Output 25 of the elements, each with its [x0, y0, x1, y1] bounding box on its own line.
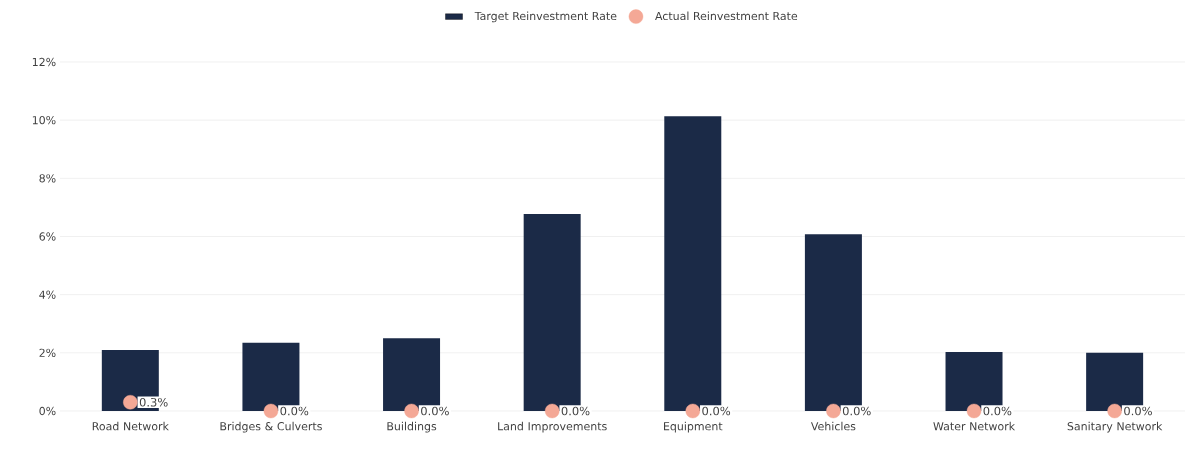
- x-tick-label: Land Improvements: [498, 421, 607, 433]
- data-label: 0.3%: [139, 397, 168, 407]
- x-tick-label: Road Network: [92, 421, 169, 431]
- data-label: 0.0%: [561, 406, 590, 416]
- x-tick-label: Buildings: [387, 421, 437, 433]
- y-tick-label: 2%: [39, 348, 56, 357]
- x-tick-label: Water Network: [933, 421, 1016, 431]
- y-tick-label: 8%: [39, 174, 56, 183]
- legend-label: Target Reinvestment Rate: [474, 11, 617, 23]
- legend-label: Actual Reinvestment Rate: [655, 11, 798, 21]
- data-label: 0.0%: [421, 406, 449, 416]
- data-label: 0.0%: [842, 406, 871, 416]
- x-tick-label: Bridges & Culverts: [220, 421, 322, 433]
- data-label: 0.0%: [1124, 406, 1152, 416]
- x-tick-label: Vehicles: [810, 421, 856, 431]
- data-label: 0.0%: [702, 406, 731, 416]
- x-tick-label: Sanitary Network: [1067, 421, 1163, 433]
- y-tick-label: 4%: [39, 290, 56, 299]
- data-label: 0.0%: [983, 406, 1012, 416]
- y-tick-label: 6%: [39, 232, 56, 241]
- x-tick-label: Equipment: [664, 421, 723, 433]
- y-tick-label: 10%: [32, 115, 56, 125]
- y-tick-label: 12%: [32, 57, 56, 67]
- y-tick-label: 0%: [39, 406, 56, 416]
- data-label: 0.0%: [280, 406, 309, 416]
